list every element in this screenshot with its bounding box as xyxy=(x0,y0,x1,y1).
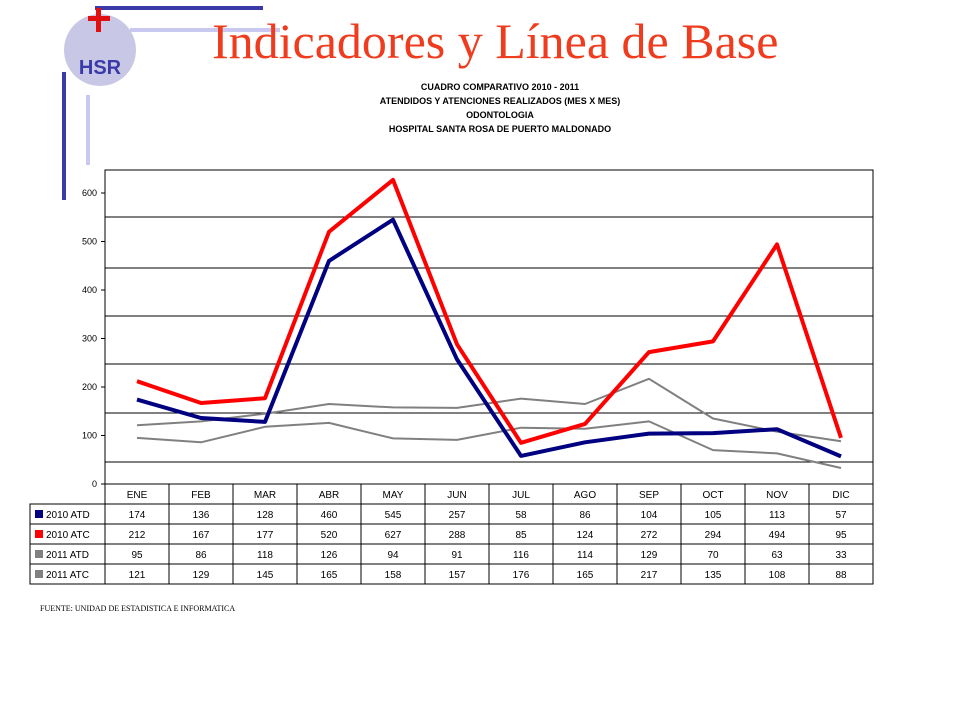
decor-bar-left xyxy=(62,72,66,200)
x-tick-label: MAY xyxy=(383,490,404,501)
y-tick-label: 300 xyxy=(82,334,97,344)
legend-label: 2011 ATD xyxy=(46,550,89,561)
chart-title-line: HOSPITAL SANTA ROSA DE PUERTO MALDONADO xyxy=(388,124,612,134)
x-tick-label: JUN xyxy=(447,490,466,501)
data-label: 121 xyxy=(129,570,146,581)
data-label: 118 xyxy=(257,550,273,561)
data-label: 104 xyxy=(641,510,658,521)
data-label: 95 xyxy=(131,550,143,561)
x-tick-label: NOV xyxy=(766,490,788,501)
x-tick-label: FEB xyxy=(191,490,211,501)
data-label: 135 xyxy=(705,570,722,581)
chart-title-line: ODONTOLOGIA xyxy=(466,110,534,120)
data-label: 627 xyxy=(385,530,402,541)
y-tick-label: 500 xyxy=(82,237,97,247)
data-label: 545 xyxy=(385,510,402,521)
data-label: 105 xyxy=(705,510,722,521)
legend-swatch xyxy=(35,550,43,558)
x-tick-label: OCT xyxy=(702,490,723,501)
data-label: 177 xyxy=(257,530,274,541)
data-label: 85 xyxy=(515,530,527,541)
legend-label: 2010 ATC xyxy=(46,530,90,541)
x-tick-label: ABR xyxy=(319,490,340,501)
data-label: 126 xyxy=(321,550,338,561)
data-label: 129 xyxy=(193,570,210,581)
logo-cross-horizontal xyxy=(88,16,110,21)
decor-bar-top-light xyxy=(130,28,280,32)
series-line xyxy=(136,420,842,469)
data-label: 158 xyxy=(385,570,402,581)
data-label: 95 xyxy=(835,530,847,541)
data-label: 91 xyxy=(451,550,463,561)
data-label: 70 xyxy=(707,550,719,561)
series-line xyxy=(136,177,843,445)
x-tick-label: DIC xyxy=(832,490,849,501)
data-label: 212 xyxy=(129,530,146,541)
logo-text: HSR xyxy=(79,57,122,79)
data-label: 129 xyxy=(641,550,658,561)
data-label: 460 xyxy=(321,510,338,521)
data-label: 124 xyxy=(577,530,594,541)
data-label: 114 xyxy=(577,550,593,561)
x-tick-label: JUL xyxy=(512,490,530,501)
data-label: 57 xyxy=(835,510,847,521)
table-row xyxy=(29,563,874,585)
data-label: 165 xyxy=(577,570,594,581)
series-line xyxy=(136,217,842,459)
data-label: 94 xyxy=(387,550,399,561)
data-label: 520 xyxy=(321,530,338,541)
y-tick-label: 100 xyxy=(82,431,97,441)
data-label: 116 xyxy=(513,550,529,561)
x-tick-label: ENE xyxy=(127,490,148,501)
data-label: 494 xyxy=(769,530,786,541)
legend-swatch xyxy=(35,510,43,518)
data-label: 113 xyxy=(769,510,785,521)
y-tick-label: 200 xyxy=(82,382,97,392)
decor-bar-top xyxy=(95,6,263,10)
data-label: 108 xyxy=(769,570,786,581)
legend-label: 2011 ATC xyxy=(46,570,89,581)
data-label: 128 xyxy=(257,510,274,521)
slide-title: Indicadores y Línea de Base xyxy=(212,13,779,69)
data-label: 86 xyxy=(195,550,207,561)
data-label: 174 xyxy=(129,510,146,521)
decor-bar-left-light xyxy=(86,95,90,165)
data-label: 294 xyxy=(705,530,722,541)
y-tick-label: 0 xyxy=(92,479,97,489)
hospital-logo: HSR xyxy=(64,8,136,86)
series-line xyxy=(136,377,842,443)
data-label: 63 xyxy=(771,550,783,561)
data-label: 257 xyxy=(449,510,466,521)
y-tick-label: 600 xyxy=(82,188,97,198)
data-label: 145 xyxy=(257,570,274,581)
data-label: 167 xyxy=(193,530,210,541)
data-label: 86 xyxy=(579,510,591,521)
data-label: 272 xyxy=(641,530,658,541)
data-label: 165 xyxy=(321,570,338,581)
x-tick-label: SEP xyxy=(639,490,659,501)
data-label: 33 xyxy=(835,550,847,561)
data-label: 157 xyxy=(449,570,466,581)
data-label: 58 xyxy=(515,510,527,521)
chart-title: CUADRO COMPARATIVO 2010 - 2011 ATENDIDOS… xyxy=(320,80,680,136)
y-tick-label: 400 xyxy=(82,285,97,295)
chart-title-line: CUADRO COMPARATIVO 2010 - 2011 xyxy=(420,82,580,92)
data-label: 217 xyxy=(641,570,658,581)
legend-swatch xyxy=(35,530,43,538)
x-tick-label: MAR xyxy=(254,490,276,501)
legend-swatch xyxy=(35,570,43,578)
data-label: 136 xyxy=(193,510,210,521)
chart-title-line: ATENDIDOS Y ATENCIONES REALIZADOS (MES X… xyxy=(379,96,621,106)
logo-circle xyxy=(64,14,136,86)
source-note: FUENTE: UNIDAD DE ESTADISTICA E INFORMAT… xyxy=(40,604,236,613)
x-tick-label: AGO xyxy=(574,490,596,501)
data-label: 176 xyxy=(513,570,530,581)
data-label: 88 xyxy=(835,570,847,581)
data-label: 288 xyxy=(449,530,466,541)
legend-label: 2010 ATD xyxy=(46,510,90,521)
